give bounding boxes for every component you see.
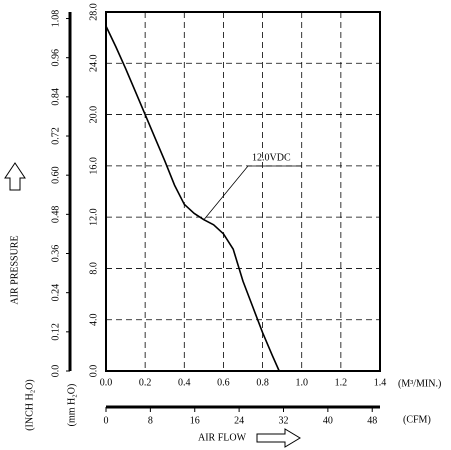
y2-unit: (INCH H₂O) (24, 379, 35, 431)
x2-tick-label: 0 (104, 415, 109, 426)
y-unit: (mm H₂O) (66, 384, 77, 427)
y2-tick-label: 0.84 (50, 88, 61, 106)
x-tick-label: 0.8 (256, 377, 269, 388)
arrow-right (256, 428, 301, 448)
x-label: AIR FLOW (198, 432, 247, 443)
y-tick-label: 20.0 (88, 106, 99, 124)
leader (203, 165, 302, 220)
x2-tick-label: 24 (234, 415, 244, 426)
x2-tick-label: 8 (148, 415, 153, 426)
x-tick-label: 0.6 (217, 377, 230, 388)
x2-tick-label: 16 (190, 415, 200, 426)
x-tick-label: 0.2 (139, 377, 152, 388)
y-tick-label: 24.0 (88, 55, 99, 73)
y-label: AIR PRESSURE (9, 235, 20, 304)
x-tick-label: 1.0 (295, 377, 308, 388)
arrow-up (4, 162, 26, 191)
x-tick-label: 1.2 (335, 377, 348, 388)
y-tick-label: 0.0 (88, 365, 99, 378)
x-tick-label: 0.4 (178, 377, 191, 388)
x2-tick-label: 40 (323, 415, 333, 426)
y2-tick-label: 0.48 (50, 206, 61, 224)
x2-unit: (CFM) (403, 414, 431, 425)
x-tick-label: 1.4 (374, 377, 387, 388)
y-tick-label: 4.0 (88, 313, 99, 326)
y-tick-label: 16.0 (88, 157, 99, 175)
x2-tick-label: 48 (367, 415, 377, 426)
x-tick-label: 0.0 (100, 377, 113, 388)
y-tick-label: 12.0 (88, 208, 99, 226)
plot-frame (105, 11, 381, 372)
y2-tick-label: 0.0 (50, 365, 61, 378)
y2-tick-label: 0.60 (50, 166, 61, 184)
y-tick-label: 8.0 (88, 262, 99, 275)
y-tick-label: 28.0 (88, 3, 99, 21)
y2-tick-label: 0.36 (50, 245, 61, 263)
y2-tick-label: 0.96 (50, 49, 61, 67)
curve (105, 25, 280, 372)
y2-tick-label: 0.72 (50, 127, 61, 145)
y2-tick-label: 1.08 (50, 10, 61, 28)
y2-tick-label: 0.24 (50, 284, 61, 302)
x-unit: (M³/MIN.) (398, 378, 441, 389)
x2-tick-label: 32 (278, 415, 288, 426)
y2-tick-label: 0.12 (50, 323, 61, 341)
annotation: 12.0VDC (252, 152, 291, 163)
